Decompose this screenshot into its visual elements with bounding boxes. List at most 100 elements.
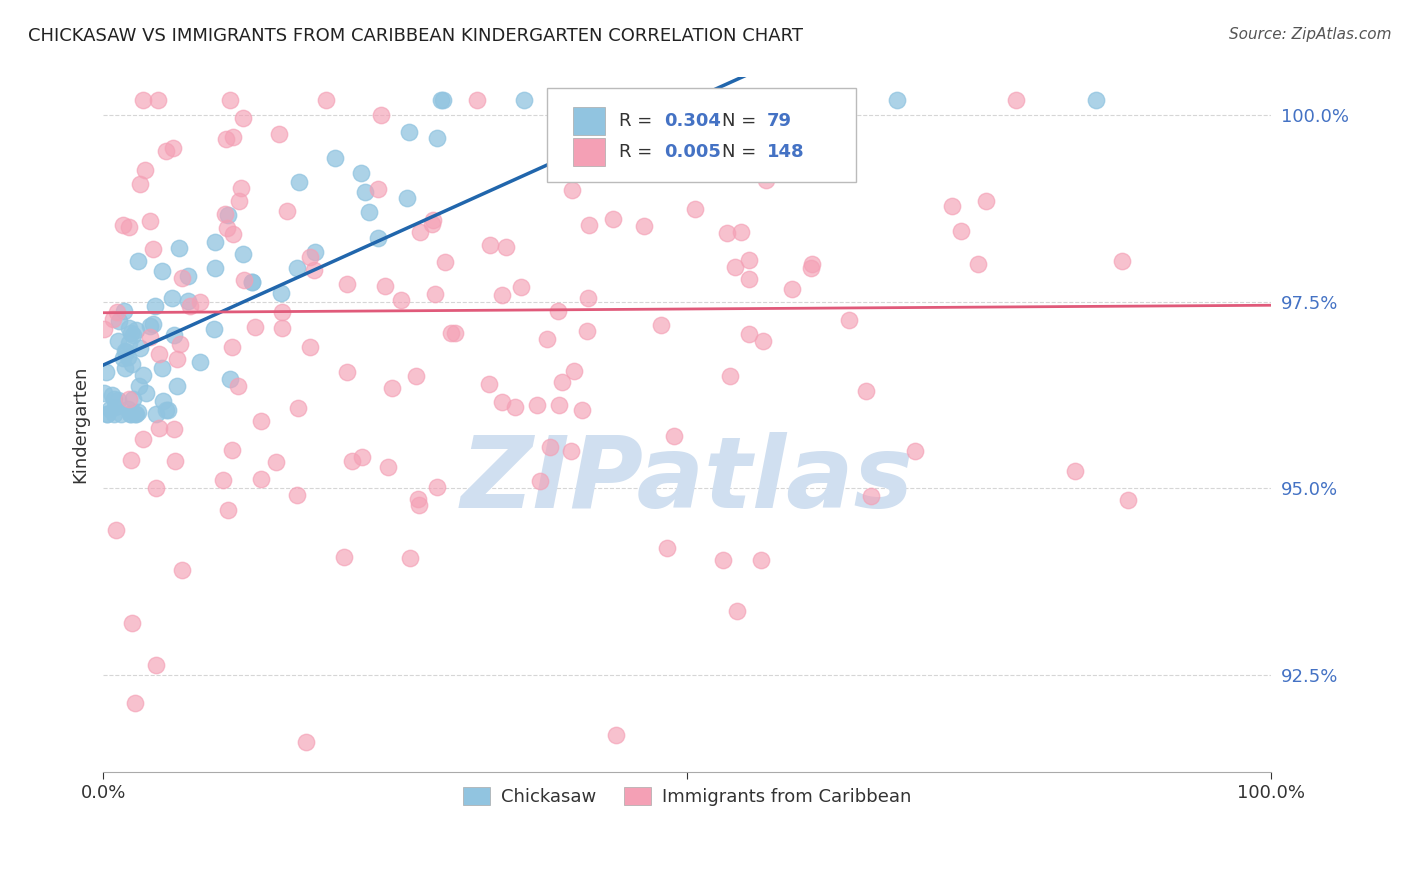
Point [202, 322, 225, 336]
Point [285, 261, 308, 276]
Point [801, 256, 824, 270]
Point [204, 235, 226, 249]
Point [602, 211, 624, 226]
Point [737, 326, 759, 341]
Point [170, 563, 193, 577]
Point [103, 392, 125, 406]
Text: 79: 79 [766, 112, 792, 130]
Point [526, 398, 548, 412]
Point [117, 350, 139, 364]
Point [96, 365, 118, 379]
Point [134, 163, 156, 178]
Point [188, 295, 211, 310]
Point [1111, 254, 1133, 268]
Point [688, 156, 710, 170]
Point [226, 378, 249, 392]
Point [886, 93, 908, 107]
Point [228, 194, 250, 208]
Point [264, 455, 287, 469]
Point [479, 238, 502, 252]
Point [98, 402, 121, 417]
Point [270, 321, 292, 335]
Point [295, 735, 318, 749]
Point [131, 433, 153, 447]
Point [124, 696, 146, 710]
Point [683, 202, 706, 216]
Point [124, 407, 146, 421]
Point [219, 371, 242, 385]
Point [143, 299, 166, 313]
Point [285, 488, 308, 502]
Point [662, 429, 685, 443]
Point [250, 472, 273, 486]
Text: ZIPatlas: ZIPatlas [461, 432, 914, 529]
Point [465, 93, 488, 107]
Point [121, 328, 143, 343]
Point [315, 93, 337, 107]
Point [336, 365, 359, 379]
Point [232, 111, 254, 125]
Point [160, 291, 183, 305]
Point [370, 108, 392, 122]
Point [233, 273, 256, 287]
Text: 0.304: 0.304 [664, 112, 721, 130]
Point [787, 158, 810, 172]
Point [336, 277, 359, 292]
Text: 0.005: 0.005 [664, 143, 721, 161]
FancyBboxPatch shape [572, 138, 606, 166]
Point [650, 318, 672, 332]
Point [711, 553, 734, 567]
Point [749, 553, 772, 567]
Point [177, 294, 200, 309]
Point [127, 253, 149, 268]
Point [838, 312, 860, 326]
Point [548, 398, 571, 412]
Point [129, 177, 152, 191]
Point [270, 285, 292, 300]
Point [398, 125, 420, 139]
Point [152, 394, 174, 409]
Point [128, 379, 150, 393]
Point [118, 220, 141, 235]
Point [298, 340, 321, 354]
Point [357, 204, 380, 219]
FancyBboxPatch shape [572, 107, 606, 135]
Point [353, 185, 375, 199]
Point [538, 440, 561, 454]
Point [432, 93, 454, 107]
Point [444, 326, 467, 340]
Point [350, 450, 373, 465]
Point [112, 304, 135, 318]
Point [269, 127, 291, 141]
Point [623, 151, 645, 165]
Point [93, 322, 115, 336]
Point [633, 219, 655, 234]
Text: R =: R = [620, 112, 658, 130]
Point [217, 502, 239, 516]
Text: CHICKASAW VS IMMIGRANTS FROM CARIBBEAN KINDERGARTEN CORRELATION CHART: CHICKASAW VS IMMIGRANTS FROM CARIBBEAN K… [28, 27, 803, 45]
Point [166, 378, 188, 392]
Point [214, 207, 236, 221]
Point [122, 392, 145, 407]
Point [503, 400, 526, 414]
Point [429, 93, 451, 107]
Point [426, 480, 449, 494]
Point [240, 275, 263, 289]
Point [222, 227, 245, 241]
Point [560, 443, 582, 458]
Point [110, 407, 132, 421]
Point [298, 250, 321, 264]
Point [422, 213, 444, 227]
Point [148, 421, 170, 435]
Point [367, 230, 389, 244]
Point [724, 260, 747, 274]
Point [859, 489, 882, 503]
FancyBboxPatch shape [547, 87, 856, 182]
Point [240, 276, 263, 290]
Point [139, 213, 162, 227]
Text: N =: N = [723, 112, 762, 130]
Point [120, 326, 142, 340]
Point [112, 219, 135, 233]
Point [512, 93, 534, 107]
Point [949, 224, 972, 238]
